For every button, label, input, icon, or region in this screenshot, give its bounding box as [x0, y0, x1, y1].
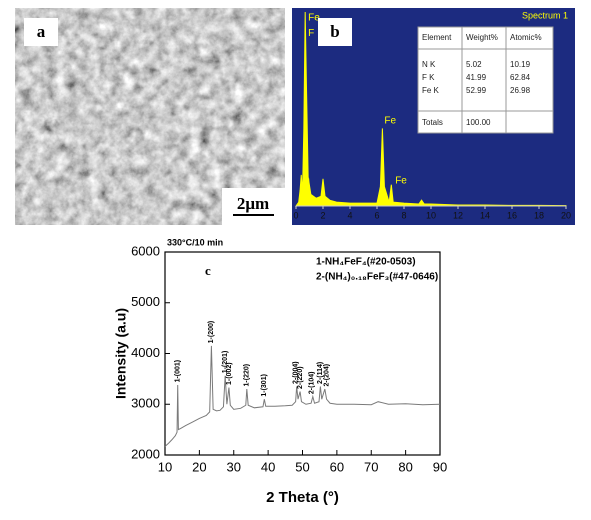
- x-tick-label: 18: [534, 210, 544, 220]
- x-tick-label: 4: [347, 210, 352, 220]
- x-tick-label: 20: [192, 459, 206, 474]
- label-box: [24, 18, 58, 46]
- table-header: Atomic%: [510, 33, 542, 42]
- table-cell: 52.99: [466, 86, 487, 95]
- peak-annotation: 1-(200): [208, 321, 215, 344]
- table-header: Weight%: [466, 33, 498, 42]
- x-axis-label: 2 Theta (°): [266, 489, 339, 506]
- table-cell: F K: [422, 73, 435, 82]
- y-tick-label: 2000: [131, 446, 160, 461]
- scale-bar-label: 2μm: [237, 194, 269, 213]
- label-box: [318, 18, 352, 46]
- peak-annotation: 1-(220): [244, 364, 251, 387]
- y-tick-label: 4000: [131, 345, 160, 360]
- x-tick-label: 80: [398, 459, 412, 474]
- y-axis-label: Intensity (a.u): [113, 308, 129, 399]
- peak-annotation: 2-(114): [317, 362, 324, 384]
- peak-annotation: 2-(220): [297, 366, 304, 389]
- x-tick-label: 2: [320, 210, 325, 220]
- table-cell: Fe K: [422, 86, 440, 95]
- xrd-line: [164, 345, 441, 447]
- table-cell: 5.02: [466, 60, 482, 69]
- panel-label: a: [37, 22, 46, 41]
- peak-annotation: 1-(301): [261, 374, 268, 397]
- x-tick-label: 16: [507, 210, 517, 220]
- peak-label: Fe: [308, 12, 320, 23]
- table-background: [417, 26, 554, 134]
- peak-label: Fe: [384, 115, 396, 126]
- table-cell: Totals: [422, 118, 443, 127]
- table-cell: 41.99: [466, 73, 487, 82]
- x-tick-label: 12: [453, 210, 463, 220]
- table-cell: N K: [422, 60, 436, 69]
- sem-panel: a 2μm: [15, 8, 285, 225]
- xrd-panel: 10 20 30 40 50 60 70 80 90 2000 3000 4000 5000 6000 1-…: [113, 237, 448, 506]
- spectrum-label: Spectrum 1: [522, 10, 568, 20]
- y-tick-label: 6000: [131, 243, 160, 258]
- x-tick-label: 10: [426, 210, 436, 220]
- x-tick-label: 50: [295, 459, 309, 474]
- peak-annotation: 2-(104): [308, 372, 315, 395]
- x-tick-label: 70: [364, 459, 378, 474]
- panel-label: b: [330, 22, 339, 41]
- x-tick-label: 20: [561, 210, 571, 220]
- y-tick-label: 3000: [131, 396, 160, 411]
- peak-label: Fe: [395, 175, 407, 186]
- table-header: Element: [422, 33, 452, 42]
- table-cell: 62.84: [510, 73, 531, 82]
- peak-annotation: 1-(002): [226, 362, 233, 385]
- x-tick-label: 14: [480, 210, 490, 220]
- peak-label: N: [303, 177, 310, 188]
- table-cell: 10.19: [510, 60, 531, 69]
- peak-annotation: 1-(201): [222, 351, 229, 374]
- x-tick-label: 40: [261, 459, 275, 474]
- peak-annotation: 1-(001): [175, 360, 182, 383]
- x-tick-label: 8: [401, 210, 406, 220]
- x-tick-label: 60: [330, 459, 344, 474]
- x-tick-label: 6: [374, 210, 379, 220]
- panel-label: c: [205, 263, 211, 278]
- x-tick-label: 0: [293, 210, 298, 220]
- peak-annotation: 2-(004): [292, 361, 299, 384]
- x-tick-label: 90: [433, 459, 447, 474]
- y-tick-label: 5000: [131, 294, 160, 309]
- legend-entry: 1-NH₄FeF₄(#20-0503): [316, 257, 416, 268]
- peak-label: F: [308, 28, 314, 39]
- table-cell: 26.98: [510, 86, 531, 95]
- eds-panel: 0 2 4 6 8 10 12 14 16 18 20 Fe F N Fe Fe Spectrum 1 b Elem…: [292, 8, 575, 225]
- peak-annotation: 2-(204): [323, 364, 330, 387]
- scale-box: [222, 188, 285, 225]
- legend-entry: 2-(NH₄)₀.₁₈FeF₃(#47-0646): [316, 272, 438, 283]
- x-tick-label: 30: [227, 459, 241, 474]
- spectrum: [295, 11, 567, 207]
- chart-title: 330°C/10 min: [167, 237, 223, 247]
- table-cell: 100.00: [466, 118, 491, 127]
- x-tick-label: 10: [158, 459, 172, 474]
